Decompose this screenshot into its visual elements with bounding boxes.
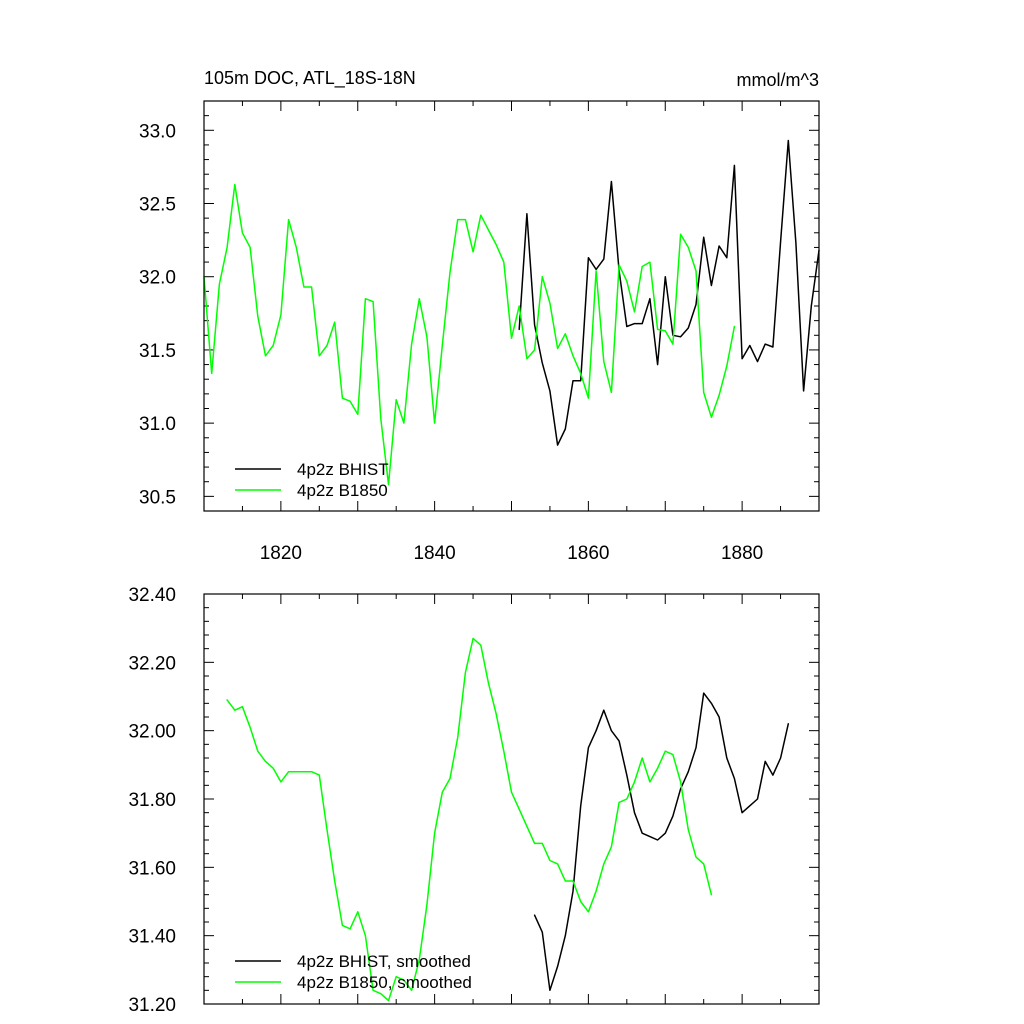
y-tick-label: 32.20 — [128, 653, 176, 674]
y-tick-label: 31.20 — [128, 995, 176, 1016]
top-panel: 105m DOC, ATL_18S-18N mmol/m^3 1820 1840 1… — [139, 68, 820, 564]
y-tick-label: 31.60 — [128, 858, 176, 879]
x-tick-labels: 1820 1840 1860 1880 — [260, 543, 764, 564]
series-line-b1850 — [203, 183, 736, 486]
x-tick-label: 1820 — [260, 543, 302, 564]
y-tick-label: 33.0 — [139, 121, 176, 142]
legend-label-b1850-smoothed: 4p2z B1850, smoothed — [297, 973, 472, 992]
series-line-bhist — [533, 692, 790, 992]
y-tick-label: 32.5 — [139, 195, 176, 216]
x-tick-label: 1860 — [567, 543, 609, 564]
y-tick-labels: 31.20 31.40 31.60 31.80 32.00 32.20 32.40 — [128, 585, 176, 1016]
legend-label-bhist: 4p2z BHIST — [297, 460, 389, 479]
x-tick-label: 1840 — [413, 543, 455, 564]
series-lines — [203, 139, 820, 486]
y-tick-label: 31.0 — [139, 414, 176, 435]
axis-ticks — [203, 593, 820, 1005]
y-tick-label: 32.0 — [139, 268, 176, 289]
plot-frame — [203, 593, 820, 1005]
x-tick-label: 1880 — [721, 543, 763, 564]
series-lines — [226, 637, 790, 1002]
legend-label-b1850: 4p2z B1850 — [297, 481, 388, 500]
y-tick-label: 32.00 — [128, 722, 176, 743]
legend-label-bhist-smoothed: 4p2z BHIST, smoothed — [297, 952, 471, 971]
axis-ticks — [203, 100, 820, 512]
bottom-panel: 31.20 31.40 31.60 31.80 32.00 32.20 32.40 4p2z… — [128, 585, 820, 1016]
y-tick-label: 30.5 — [139, 487, 176, 508]
y-tick-label: 31.40 — [128, 927, 176, 948]
y-tick-label: 31.5 — [139, 341, 176, 362]
chart-title: 105m DOC, ATL_18S-18N — [204, 68, 416, 89]
legend: 4p2z BHIST 4p2z B1850 — [235, 460, 389, 500]
y-tick-label: 31.80 — [128, 790, 176, 811]
legend: 4p2z BHIST, smoothed 4p2z B1850, smoothe… — [235, 952, 472, 992]
series-line-b1850 — [226, 637, 713, 1002]
y-tick-label: 32.40 — [128, 585, 176, 606]
y-tick-labels: 30.5 31.0 31.5 32.0 32.5 33.0 — [139, 121, 176, 508]
plot-frame — [203, 100, 820, 512]
series-line-bhist — [518, 139, 820, 446]
units-label: mmol/m^3 — [737, 70, 819, 90]
